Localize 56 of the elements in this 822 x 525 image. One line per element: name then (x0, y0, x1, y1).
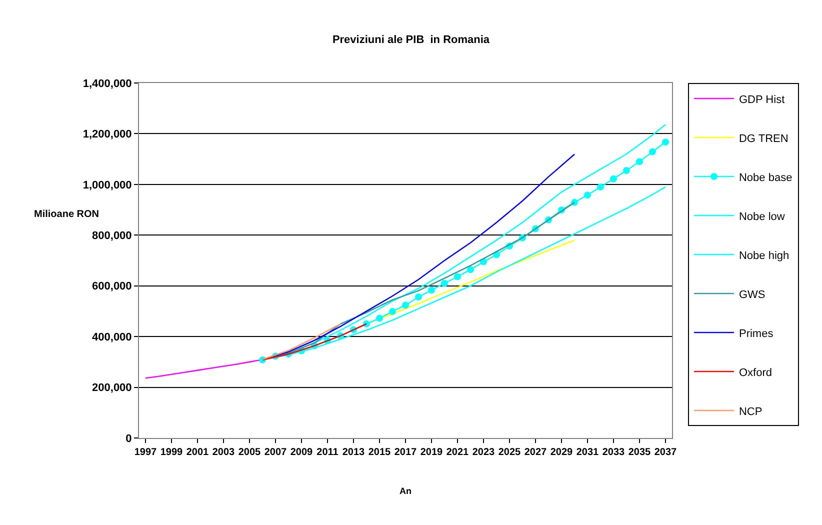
point (649, 148, 656, 156)
x-tick-label: 2027 (524, 447, 548, 458)
point (415, 294, 422, 301)
legend-label: Nobe low (738, 210, 785, 223)
y-tick-label: 200,000 (92, 382, 132, 394)
x-tick-label: 2001 (186, 447, 210, 458)
x-tick-label: 2035 (628, 447, 652, 458)
x-tick-label: 2023 (472, 447, 496, 458)
x-tick-label: 2011 (316, 447, 339, 458)
point (623, 166, 630, 174)
point (389, 308, 396, 315)
chart-title: Previziuni ale PIB in Romania (332, 34, 490, 46)
point (376, 314, 383, 322)
point (454, 273, 461, 280)
x-tick-label: 2013 (342, 447, 366, 458)
point (402, 302, 409, 309)
y-tick-label: 1,400,000 (82, 78, 132, 90)
point (597, 183, 604, 190)
point (428, 286, 435, 294)
point (662, 138, 669, 146)
legend-label: GDP Hist (738, 94, 785, 106)
x-tick-label: 2021 (446, 447, 470, 458)
x-tick-label: 2037 (654, 447, 678, 458)
legend-label: DG TREN (738, 132, 788, 145)
x-tick-label: 1997 (134, 447, 158, 458)
y-tick-label: 400,000 (92, 331, 132, 344)
legend-label: Nobe base (738, 172, 792, 184)
x-tick-label: 2025 (498, 447, 522, 458)
x-tick-label: 2033 (602, 447, 626, 458)
x-tick-label: 2029 (550, 447, 574, 458)
point (441, 280, 448, 287)
x-tick-label: 2019 (420, 447, 444, 458)
point (467, 266, 474, 274)
x-tick-label: 2005 (238, 447, 262, 458)
x-tick-label: 2031 (576, 447, 600, 458)
x-tick-label: 1999 (160, 447, 184, 458)
y-axis-title: Milioane RON (34, 209, 100, 220)
y-tick-label: 0 (126, 432, 132, 445)
y-tick-label: 600,000 (92, 280, 132, 293)
legend-label: Oxford (738, 366, 772, 379)
y-tick-label: 1,200,000 (82, 128, 132, 141)
x-tick-label: 2003 (212, 447, 236, 458)
point (610, 175, 617, 182)
legend-label: GWS (738, 288, 766, 301)
legend-label: Primes (738, 328, 774, 340)
x-axis-title: An (400, 486, 412, 496)
legend-label: NCP (738, 406, 762, 418)
point (636, 158, 643, 166)
legend-label: Nobe high (738, 250, 790, 262)
point (584, 192, 591, 199)
x-tick-label: 2009 (290, 447, 314, 458)
x-tick-label: 2015 (368, 447, 392, 458)
x-tick-label: 2017 (394, 447, 418, 458)
x-tick-label: 2007 (264, 447, 288, 458)
y-tick-label: 800,000 (92, 230, 132, 242)
y-tick-label: 1,000,000 (82, 179, 132, 192)
